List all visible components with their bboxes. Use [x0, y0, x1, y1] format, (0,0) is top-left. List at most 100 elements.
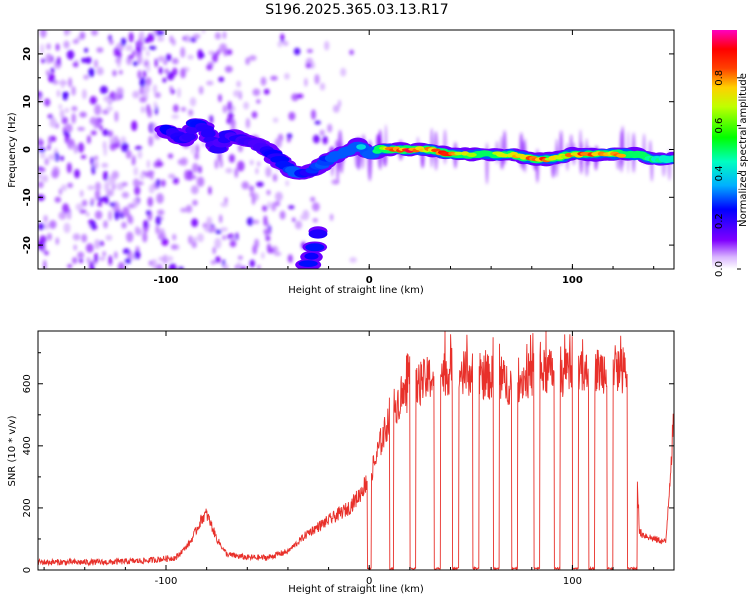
noise-blob [113, 251, 118, 259]
x-tick-label: -100 [155, 576, 178, 587]
noise-blob [114, 209, 120, 221]
noise-blob [38, 137, 41, 146]
colorbar-tick-label: 0.8 [714, 70, 725, 86]
noise-blob [114, 111, 119, 122]
noise-blob [162, 77, 167, 83]
noise-blob [294, 220, 303, 230]
noise-blob [222, 105, 228, 114]
noise-blob [102, 196, 108, 203]
noise-blob [94, 210, 103, 220]
noise-blob [79, 209, 87, 214]
noise-blob [185, 204, 193, 213]
noise-blob [154, 58, 158, 68]
noise-blob [80, 154, 87, 159]
noise-blob [190, 175, 197, 180]
noise-blob [192, 162, 199, 173]
noise-blob [121, 182, 128, 187]
noise-blob [89, 96, 98, 105]
noise-blob [45, 53, 52, 64]
noise-blob [63, 130, 68, 136]
noise-blob [304, 77, 308, 87]
noise-blob [79, 111, 87, 118]
noise-blob [60, 155, 65, 161]
noise-blob [102, 140, 107, 150]
noise-blob [104, 181, 110, 192]
noise-blob [126, 231, 134, 243]
noise-blob [161, 238, 169, 246]
noise-blob [54, 152, 59, 162]
noise-blob [120, 136, 127, 144]
noise-blob [118, 70, 123, 75]
y-tick-label: 0 [22, 567, 33, 573]
spectrogram-ridge [154, 118, 674, 269]
snr-frame [37, 330, 675, 571]
noise-blob [128, 32, 134, 43]
noise-blob [69, 145, 75, 150]
noise-blob [172, 177, 179, 185]
noise-blob [150, 170, 154, 180]
noise-blob [222, 235, 227, 241]
noise-blob [50, 67, 55, 74]
noise-blob [262, 205, 268, 212]
noise-blob [62, 203, 70, 214]
noise-blob [121, 221, 127, 229]
noise-blob [188, 235, 193, 245]
noise-blob [252, 219, 260, 224]
noise-blob [215, 229, 222, 235]
noise-blob [155, 225, 159, 235]
noise-blob [263, 228, 271, 235]
noise-blob [261, 252, 265, 259]
noise-blob [173, 104, 179, 113]
noise-blob [198, 165, 202, 174]
noise-blob [224, 65, 233, 73]
noise-blob [124, 258, 132, 264]
noise-blob [157, 36, 165, 42]
noise-blob [233, 90, 241, 98]
noise-blob [275, 191, 283, 202]
ridge-cell [616, 153, 627, 158]
noise-blob [40, 30, 47, 38]
tail-cell [308, 229, 328, 239]
noise-blob [265, 166, 272, 178]
noise-blob [63, 222, 71, 234]
noise-blob [224, 197, 228, 204]
noise-blob [134, 185, 141, 196]
tail-cell [304, 252, 319, 260]
noise-blob [234, 167, 239, 178]
noise-blob [287, 137, 291, 143]
noise-blob [108, 255, 113, 266]
ridge-cell [466, 152, 477, 157]
noise-blob [218, 76, 225, 82]
noise-blob [134, 250, 141, 260]
noise-blob [285, 180, 290, 187]
ridge-cell [668, 155, 674, 162]
noise-blob [212, 52, 218, 63]
noise-blob [314, 74, 320, 85]
noise-blob [214, 237, 222, 249]
noise-blob [254, 238, 259, 249]
noise-blob [91, 264, 95, 269]
noise-blob [146, 50, 150, 57]
y-tick-label: 600 [22, 374, 33, 393]
noise-blob [180, 46, 186, 58]
noise-blob [121, 142, 129, 153]
noise-blob [192, 237, 198, 242]
noise-blob [41, 58, 46, 64]
noise-blob [79, 190, 84, 198]
noise-blob [208, 50, 215, 55]
ridge-cell [185, 125, 199, 135]
figure-title: S196.2025.365.03.13.R17 [265, 2, 448, 18]
noise-blob [266, 243, 272, 254]
noise-blob [38, 181, 44, 189]
noise-blob [84, 47, 89, 53]
spectrogram-xlabel: Height of straight line (km) [288, 285, 424, 296]
noise-blob [64, 30, 69, 36]
noise-blob [227, 101, 233, 111]
tail-cell [298, 260, 318, 267]
noise-blob [112, 69, 117, 77]
noise-blob [96, 47, 104, 53]
noise-blob [288, 205, 295, 210]
noise-blob [245, 57, 250, 65]
noise-blob [239, 266, 247, 269]
noise-blob [223, 48, 228, 57]
